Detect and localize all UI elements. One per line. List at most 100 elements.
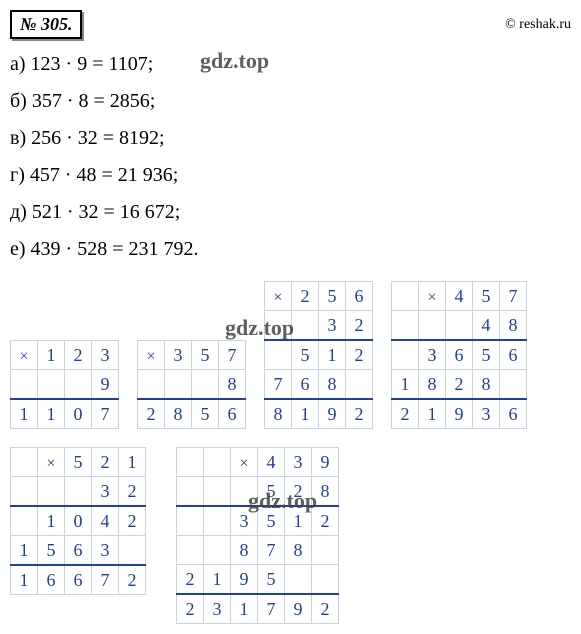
table-cell: 0 [65,399,92,429]
mult-table-2: ×35782856 [137,340,246,429]
table-cell: 9 [92,370,119,400]
table-cell: 8 [219,370,246,400]
table-cell: 6 [446,340,473,370]
table-cell: 7 [258,594,285,624]
table-cell [265,340,292,370]
table-cell [231,477,258,507]
table-cell: 7 [92,399,119,429]
table-cell: 6 [219,399,246,429]
table-cell: 3 [231,506,258,536]
table-cell [177,477,204,507]
table-cell: 6 [65,565,92,595]
table-cell: 8 [165,399,192,429]
table-cell: 8 [319,370,346,400]
table-cell: 7 [219,341,246,370]
table-cell [265,311,292,341]
table-cell: 1 [319,340,346,370]
table-cell: 2 [119,565,146,595]
table-cell: 1 [231,594,258,624]
table-cell: 4 [92,506,119,536]
table-cell: 2 [346,311,373,341]
equation-g: г) 457 · 48 = 21 936; [10,164,571,187]
table-cell [65,370,92,400]
table-cell: 7 [265,370,292,400]
table-cell: 8 [265,399,292,429]
table-cell: 1 [38,399,65,429]
table-cell: 7 [92,565,119,595]
tables-row-1: ×12391107 ×35782856 ×256325127688192 ×45… [10,281,571,429]
table-cell: 9 [319,399,346,429]
table-cell [119,536,146,566]
table-cell [11,448,38,477]
table-cell: 9 [231,565,258,595]
header-row: № 305. © reshak.ru [10,10,571,39]
table-cell: 5 [473,282,500,311]
table-cell [177,448,204,477]
table-cell [500,370,527,400]
table-cell [204,536,231,565]
table-cell [419,311,446,341]
table-cell: 5 [192,399,219,429]
table-cell: 2 [138,399,165,429]
table-cell: 1 [419,399,446,429]
table-cell: 9 [312,448,339,477]
table-cell [204,506,231,536]
table-cell: 1 [392,370,419,400]
table-cell: 5 [258,506,285,536]
table-cell: 8 [473,370,500,400]
table-cell: 5 [65,448,92,477]
table-cell [11,506,38,536]
table-cell [446,311,473,341]
problem-number: № 305. [10,10,82,39]
table-cell: 2 [119,477,146,507]
table-cell [392,311,419,341]
table-cell: 4 [446,282,473,311]
table-cell: 8 [500,311,527,341]
table-cell: 5 [292,340,319,370]
table-cell [204,477,231,507]
table-cell: 1 [285,506,312,536]
table-cell: 3 [204,594,231,624]
table-cell: 6 [65,536,92,566]
table-cell: 2 [285,477,312,507]
table-cell: 3 [473,399,500,429]
table-cell [11,477,38,507]
table-cell: 6 [292,370,319,400]
copyright: © reshak.ru [505,17,571,33]
table-cell [392,282,419,311]
table-cell: 5 [473,340,500,370]
table-cell: 5 [319,282,346,311]
table-cell: 4 [258,448,285,477]
table-cell: 5 [258,565,285,595]
mult-table-5: ×521321042156316672 [10,447,146,595]
table-cell: × [11,341,38,370]
table-cell: 2 [177,565,204,595]
table-cell: 8 [312,477,339,507]
tables-row-2: ×521321042156316672 ×4395283512878219523… [10,447,571,624]
table-cell [65,477,92,507]
table-cell [312,536,339,565]
table-cell: × [419,282,446,311]
table-cell: × [231,448,258,477]
table-cell: 5 [258,477,285,507]
table-cell: 2 [392,399,419,429]
table-cell [165,370,192,400]
table-cell: 6 [500,399,527,429]
table-cell [192,370,219,400]
table-cell: 8 [231,536,258,565]
table-cell [38,477,65,507]
table-cell: 2 [346,399,373,429]
table-cell: 3 [285,448,312,477]
mult-table-6: ×43952835128782195231792 [176,447,339,624]
table-cell [204,448,231,477]
table-cell: 1 [204,565,231,595]
table-cell: 2 [312,594,339,624]
table-cell [285,565,312,595]
table-cell: 2 [346,340,373,370]
table-cell [177,506,204,536]
table-cell: 4 [473,311,500,341]
table-cell: 2 [177,594,204,624]
table-cell: 2 [312,506,339,536]
table-cell: 3 [92,477,119,507]
table-cell: 1 [292,399,319,429]
